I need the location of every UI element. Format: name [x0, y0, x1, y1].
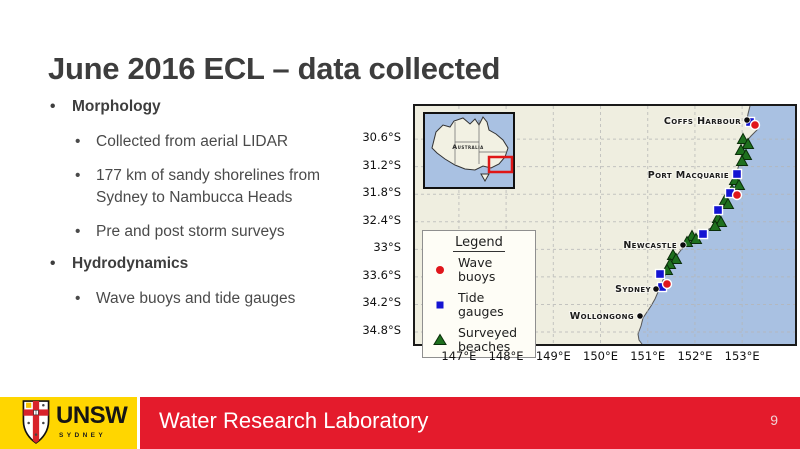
surveyed-beach-markers: [660, 132, 755, 275]
inset-highlight-box: [487, 155, 514, 174]
legend-label: Surveyed beaches: [458, 324, 518, 354]
svg-text:Newcastle: Newcastle: [623, 240, 677, 251]
slide-title: June 2016 ECL – data collected: [48, 50, 501, 86]
y-tick-label: 30.6°S: [362, 130, 401, 145]
wave-buoy-icon: [432, 264, 447, 276]
x-tick-label: 147°E: [441, 349, 477, 363]
footer-bar: Water Research Laboratory 9: [140, 397, 800, 449]
svg-text:Coffs Harbour: Coffs Harbour: [664, 116, 741, 127]
y-tick-label: 34.2°S: [362, 295, 401, 310]
organisation-name: Water Research Laboratory: [159, 408, 429, 433]
legend-label: Wave buoys: [458, 255, 496, 285]
legend-label: Tide gauges: [458, 289, 504, 320]
bullet-glyph: •: [75, 223, 81, 240]
page-number: 9: [770, 412, 778, 428]
x-tick-label: 153°E: [724, 349, 760, 363]
map-legend: Legend Wave buoys Tide gauges Surveyed b…: [422, 230, 536, 359]
city-labels: Coffs Harbour Port Macquarie Newcastle Sydn…: [569, 115, 751, 323]
bullet-list: • Morphology • Collected from aerial LIDAR •…: [50, 98, 385, 322]
y-tick-label: 31.2°S: [362, 157, 401, 172]
surveyed-beach-icon: [432, 333, 447, 346]
y-tick-label: 34.8°S: [362, 323, 401, 338]
x-tick-label: 148°E: [488, 349, 524, 363]
svg-text:Port Macquarie: Port Macquarie: [648, 170, 729, 181]
x-tick-label: 150°E: [583, 349, 618, 363]
bullet-glyph: •: [75, 167, 81, 184]
y-tick-label: 33°S: [373, 240, 401, 255]
bullet-item: • Morphology: [50, 98, 161, 115]
tide-gauge-icon: [432, 299, 447, 311]
bullet-item: • Collected from aerial LIDAR: [75, 131, 385, 153]
legend-title: Legend: [453, 235, 505, 252]
bullet-glyph: •: [75, 290, 81, 307]
bullet-glyph: •: [75, 133, 81, 150]
unsw-wordmark: UNSW: [56, 402, 128, 429]
wave-buoy-markers: [661, 119, 761, 290]
unsw-logo-block: UNSW SYDNEY: [0, 397, 137, 449]
y-axis: 30.6°S 31.2°S 31.8°S 32.4°S 33°S 33.6°S 34.2°S…: [338, 104, 408, 346]
legend-item-wave-buoys: Wave buoys: [423, 253, 535, 288]
y-tick-label: 33.6°S: [362, 267, 401, 282]
x-axis: 147°E 148°E 149°E 150°E 151°E 152°E 153°E: [413, 349, 797, 367]
bullet-glyph: •: [50, 98, 56, 115]
unsw-sydney-label: SYDNEY: [59, 432, 107, 439]
x-tick-label: 152°E: [677, 349, 713, 363]
australia-inset-map: Australia: [423, 112, 515, 189]
unsw-crest-icon: [22, 400, 50, 444]
bullet-item: • Wave buoys and tide gauges: [75, 288, 385, 310]
bullet-glyph: •: [50, 255, 56, 272]
y-tick-label: 31.8°S: [362, 185, 401, 200]
tasmania-shape: [480, 173, 490, 183]
nsw-coast-map: Coffs Harbour Port Macquarie Newcastle Sydn…: [413, 104, 797, 359]
state-borders: [454, 120, 507, 164]
x-tick-label: 151°E: [630, 349, 666, 363]
bullet-item: • Pre and post storm surveys: [75, 221, 385, 243]
y-tick-label: 32.4°S: [362, 212, 401, 227]
x-tick-label: 149°E: [535, 349, 571, 363]
svg-text:Sydney: Sydney: [615, 284, 651, 295]
legend-item-tide-gauges: Tide gauges: [423, 288, 535, 323]
inset-label: Australia: [452, 144, 484, 151]
bullet-item: • Hydrodynamics: [50, 255, 189, 272]
bullet-item: • 177 km of sandy shorelines from Sydney …: [75, 165, 385, 209]
legend-item-surveyed-beaches: Surveyed beaches: [423, 323, 535, 358]
svg-text:Wollongong: Wollongong: [570, 311, 634, 322]
